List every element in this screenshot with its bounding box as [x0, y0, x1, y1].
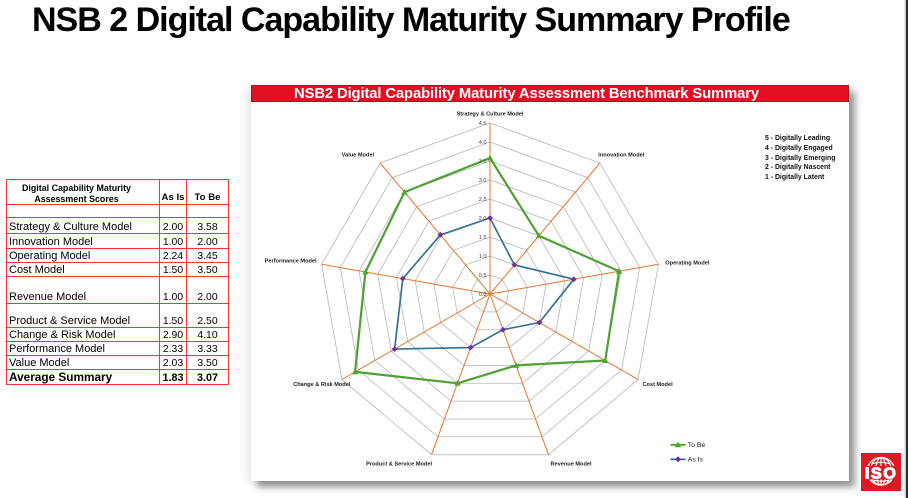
svg-text:0.0: 0.0: [479, 292, 487, 298]
svg-text:0.5: 0.5: [479, 273, 487, 279]
svg-text:4.0: 4.0: [479, 140, 487, 146]
svg-text:2.0: 2.0: [479, 216, 487, 222]
svg-text:As Is: As Is: [688, 457, 704, 464]
svg-text:Change & Risk Model: Change & Risk Model: [293, 382, 351, 388]
svg-text:Operating Model: Operating Model: [665, 261, 710, 267]
svg-text:Product & Service Model: Product & Service Model: [366, 462, 432, 468]
svg-text:2.5: 2.5: [479, 197, 487, 203]
svg-text:Revenue Model: Revenue Model: [551, 462, 592, 468]
svg-text:Performance Model: Performance Model: [265, 258, 317, 264]
svg-text:3.0: 3.0: [479, 178, 487, 184]
svg-text:ISO: ISO: [865, 466, 897, 483]
svg-text:Innovation Model: Innovation Model: [598, 153, 644, 159]
svg-text:4.5: 4.5: [479, 121, 487, 127]
svg-text:Strategy & Culture Model: Strategy & Culture Model: [457, 112, 524, 118]
svg-text:1.0: 1.0: [479, 254, 487, 260]
svg-text:Value Model: Value Model: [342, 153, 375, 159]
svg-text:3.5: 3.5: [479, 159, 487, 165]
svg-text:To Be: To Be: [688, 442, 706, 449]
svg-text:1.5: 1.5: [479, 235, 487, 241]
svg-text:Cost Model: Cost Model: [643, 382, 674, 388]
